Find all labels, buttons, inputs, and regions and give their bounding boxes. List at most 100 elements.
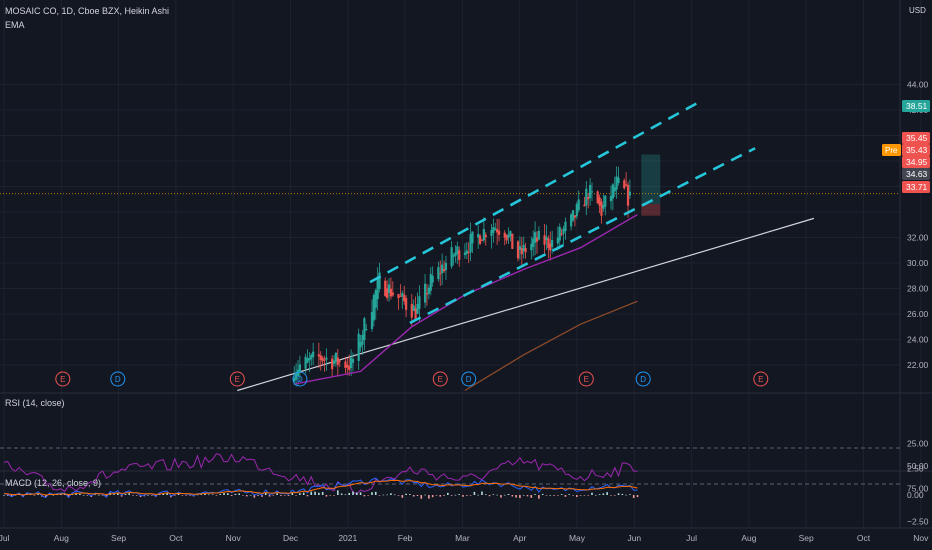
candle-body[interactable] — [414, 308, 417, 320]
macd-pane[interactable] — [3, 477, 639, 499]
price-tag[interactable] — [902, 100, 930, 112]
candle-body[interactable] — [558, 226, 561, 241]
candle-body[interactable] — [370, 312, 374, 330]
candle-body[interactable] — [465, 250, 468, 254]
candle-body[interactable] — [397, 293, 400, 299]
rsi-line[interactable] — [3, 453, 638, 495]
earnings-marker[interactable] — [432, 371, 448, 387]
candle-body[interactable] — [363, 318, 366, 340]
rsi-label[interactable]: RSI (14, close) — [5, 398, 65, 408]
candle-body[interactable] — [463, 252, 467, 256]
candle-body[interactable] — [494, 228, 497, 231]
candle-body[interactable] — [450, 247, 453, 267]
candle-body[interactable] — [570, 214, 573, 227]
candle-body[interactable] — [551, 239, 554, 247]
earnings-marker[interactable] — [55, 371, 71, 387]
candle-body[interactable] — [522, 244, 525, 252]
candle-body[interactable] — [306, 358, 309, 363]
candle-body[interactable] — [374, 290, 377, 308]
candle-body[interactable] — [503, 232, 506, 238]
candle-body[interactable] — [372, 295, 375, 321]
candle-body[interactable] — [549, 243, 552, 251]
candle-body[interactable] — [628, 191, 632, 196]
candle-body[interactable] — [613, 187, 616, 192]
candle-body[interactable] — [505, 235, 508, 241]
candle-body[interactable] — [387, 284, 391, 294]
macd-line[interactable] — [3, 477, 638, 499]
candle-body[interactable] — [492, 227, 495, 233]
candle-body[interactable] — [423, 283, 427, 303]
candle-body[interactable] — [310, 354, 313, 360]
candle-body[interactable] — [296, 369, 300, 377]
candle-body[interactable] — [590, 191, 594, 193]
candle-body[interactable] — [332, 360, 336, 364]
price-tag[interactable] — [902, 144, 930, 156]
candle-body[interactable] — [623, 180, 626, 189]
candle-body[interactable] — [516, 241, 520, 259]
candle-body[interactable] — [444, 262, 448, 271]
candle-body[interactable] — [344, 361, 347, 368]
candle-body[interactable] — [478, 235, 482, 244]
candle-body[interactable] — [587, 197, 590, 200]
candle-body[interactable] — [429, 274, 432, 291]
candle-body[interactable] — [425, 293, 429, 295]
candle-body[interactable] — [325, 357, 328, 360]
candle-body[interactable] — [609, 195, 613, 202]
candle-body[interactable] — [482, 229, 485, 241]
candle-body[interactable] — [562, 228, 565, 234]
candle-body[interactable] — [334, 352, 338, 363]
ema-slow-line[interactable] — [464, 300, 638, 392]
candle-body[interactable] — [427, 287, 430, 294]
candle-body[interactable] — [391, 292, 394, 296]
candle-body[interactable] — [348, 366, 351, 370]
candle-body[interactable] — [604, 195, 607, 207]
candle-body[interactable] — [511, 233, 514, 249]
earnings-marker[interactable] — [578, 371, 594, 387]
candle-body[interactable] — [418, 296, 421, 309]
candle-body[interactable] — [545, 236, 548, 240]
position-target-zone[interactable] — [641, 154, 661, 204]
candle-body[interactable] — [509, 231, 512, 237]
dividend-marker[interactable] — [110, 371, 126, 387]
candle-body[interactable] — [361, 334, 364, 345]
candle-body[interactable] — [294, 372, 298, 380]
candle-body[interactable] — [331, 358, 334, 370]
candle-body[interactable] — [452, 255, 455, 257]
candle-body[interactable] — [323, 359, 326, 361]
candle-body[interactable] — [317, 354, 320, 357]
candle-body[interactable] — [346, 364, 349, 368]
candle-body[interactable] — [596, 191, 599, 204]
dividend-marker[interactable] — [635, 371, 651, 387]
candle-body[interactable] — [518, 246, 522, 250]
candle-body[interactable] — [412, 305, 415, 311]
price-axis[interactable]: 22.0024.0026.0028.0030.0032.0040.0042.00… — [882, 80, 930, 527]
candle-body[interactable] — [467, 252, 470, 254]
macd-label[interactable]: MACD (12, 26, close, 9) — [5, 478, 102, 488]
candle-body[interactable] — [336, 357, 339, 365]
candle-body[interactable] — [477, 234, 480, 238]
channel-upper-line[interactable] — [369, 102, 697, 284]
dividend-marker[interactable] — [292, 371, 308, 387]
candle-body[interactable] — [386, 288, 389, 298]
candle-body[interactable] — [496, 229, 499, 233]
candle-body[interactable] — [469, 234, 472, 253]
price-tag[interactable] — [902, 132, 930, 144]
candle-body[interactable] — [304, 356, 307, 369]
earnings-marker[interactable] — [753, 371, 769, 387]
candle-body[interactable] — [625, 184, 628, 186]
candle-body[interactable] — [583, 204, 586, 207]
candle-body[interactable] — [437, 267, 440, 280]
candle-body[interactable] — [532, 238, 535, 248]
time-axis[interactable]: Jul Aug Sep Oct Nov Dec 2021 Feb Mar Apr May Jun Jul… — [0, 533, 929, 543]
candle-body[interactable] — [564, 221, 567, 232]
candle-body[interactable] — [351, 359, 355, 363]
candle-body[interactable] — [471, 231, 474, 244]
candle-body[interactable] — [312, 351, 315, 357]
candle-body[interactable] — [585, 188, 588, 206]
candle-body[interactable] — [530, 243, 533, 251]
candle-body[interactable] — [543, 235, 546, 245]
candle-body[interactable] — [602, 204, 605, 209]
candle-body[interactable] — [378, 272, 381, 289]
candle-body[interactable] — [556, 237, 559, 244]
